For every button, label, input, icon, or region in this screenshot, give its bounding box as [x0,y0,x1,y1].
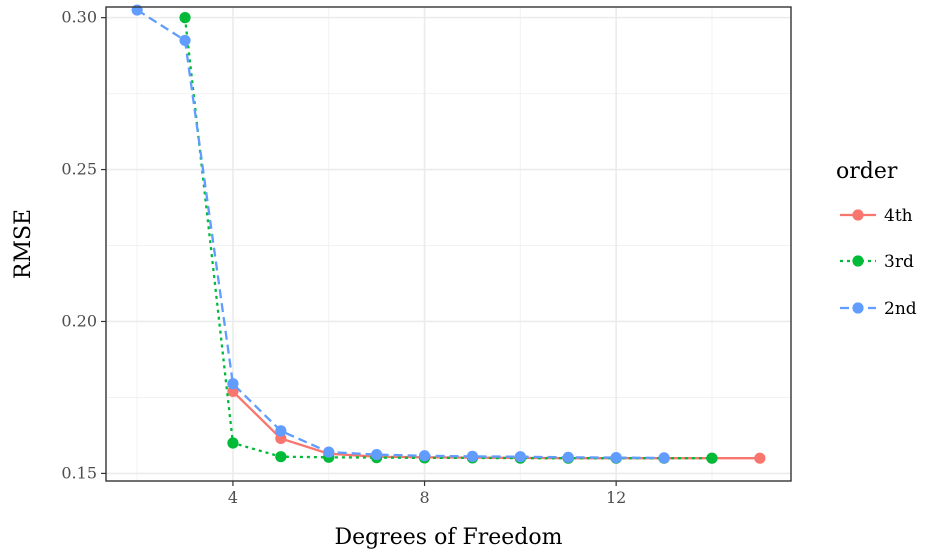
data-point-4th [754,452,766,464]
legend-label-3rd: 3rd [884,252,914,272]
y-tick-label: 0.25 [61,160,97,179]
y-tick-label: 0.30 [61,8,97,27]
data-point-2nd [179,34,191,47]
panel-border [105,6,792,482]
data-point-2nd [323,446,335,458]
data-point-2nd [131,4,143,16]
x-axis-title: Degrees of Freedom [335,525,563,550]
x-tick-label: 12 [606,488,626,507]
x-tick-label: 4 [228,488,238,507]
data-point-2nd [227,378,239,390]
legend-item-4th: 4th [840,206,913,226]
minor-gridlines [106,7,791,481]
legend: order 4th 3rd 2nd [836,159,917,319]
data-point-3rd [227,437,239,449]
legend-key-point-4th [852,209,864,221]
legend-label-2nd: 2nd [884,299,917,319]
y-tick-label: 0.20 [61,311,97,330]
data-point-2nd [658,452,670,464]
legend-key-point-2nd [852,302,864,314]
x-tick-label: 8 [419,488,429,507]
data-point-3rd [179,12,191,24]
data-point-3rd [706,452,718,464]
series-line-2nd [136,9,665,460]
legend-item-2nd: 2nd [840,299,917,319]
y-axis-title: RMSE [11,209,36,279]
axis-ticks [101,17,617,486]
data-point-2nd [610,452,622,464]
legend-item-3rd: 3rd [840,252,914,272]
data-point-2nd [466,450,479,462]
data-point-2nd [514,451,526,463]
major-gridlines [106,7,791,481]
data-point-2nd [562,451,574,463]
y-tick-label: 0.15 [61,463,97,482]
tick-labels: 4 8 12 0.15 0.20 0.25 0.30 [61,8,626,507]
data-point-3rd [275,451,287,463]
legend-key-point-3rd [852,255,864,267]
data-point-2nd [371,448,383,461]
legend-label-4th: 4th [884,206,913,226]
legend-title: order [836,159,898,184]
data-point-2nd [418,450,431,462]
data-point-2nd [275,425,287,437]
